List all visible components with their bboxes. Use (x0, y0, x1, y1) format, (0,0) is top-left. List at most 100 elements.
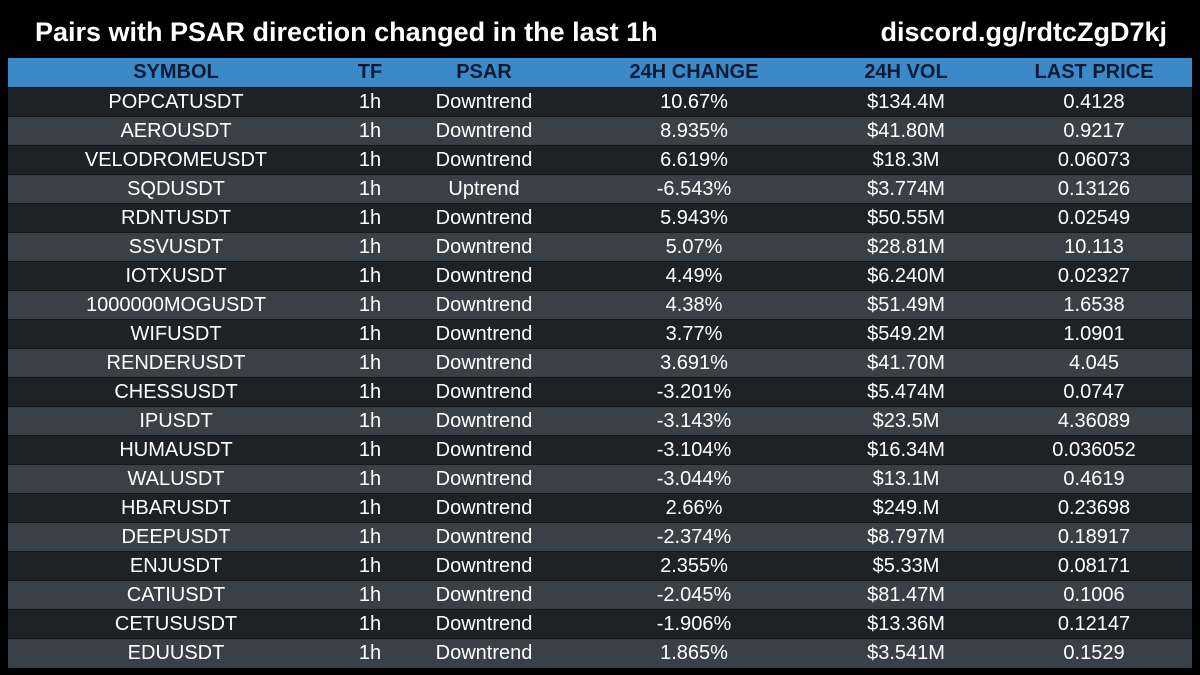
change-cell: 2.355% (660, 555, 728, 577)
tf-cell: 1h (358, 265, 382, 287)
change-cell: 4.49% (665, 265, 723, 287)
table-row[interactable]: IOTXUSDT 1h Downtrend 4.49% $6.240M 0.02327 (8, 261, 1192, 291)
table-row[interactable]: WIFUSDT 1h Downtrend 3.77% $549.2M 1.0901 (8, 319, 1192, 349)
table-row[interactable]: IPUSDT 1h Downtrend -3.143% $23.5M 4.36089 (8, 406, 1192, 436)
tf-cell: 1h (358, 236, 382, 258)
change-cell: 8.935% (660, 120, 728, 142)
table-row[interactable]: AEROUSDT 1h Downtrend 8.935% $41.80M 0.9217 (8, 116, 1192, 146)
tf-cell: 1h (358, 381, 382, 403)
change-cell: -3.143% (656, 410, 732, 432)
column-header-24h-vol[interactable]: 24H VOL (864, 61, 948, 83)
page-header: Pairs with PSAR direction changed in the… (0, 0, 1200, 58)
price-cell: 0.1006 (1063, 584, 1125, 606)
table-body: POPCATUSDT 1h Downtrend 10.67% $134.4M 0.4128… (8, 87, 1192, 668)
column-header-last-price[interactable]: LAST PRICE (1034, 61, 1154, 83)
table-row[interactable]: HUMAUSDT 1h Downtrend -3.104% $16.34M 0.03605… (8, 435, 1192, 465)
symbol-cell: RDNTUSDT (121, 207, 231, 229)
price-cell: 0.06073 (1057, 149, 1131, 171)
psar-cell: Downtrend (435, 120, 533, 142)
symbol-cell: IOTXUSDT (125, 265, 227, 287)
price-cell: 4.36089 (1057, 410, 1131, 432)
price-cell: 0.02549 (1057, 207, 1131, 229)
table-row[interactable]: SQDUSDT 1h Uptrend -6.543% $3.774M 0.13126 (8, 174, 1192, 204)
tf-cell: 1h (358, 468, 382, 490)
tf-cell: 1h (358, 294, 382, 316)
table-row[interactable]: ENJUSDT 1h Downtrend 2.355% $5.33M 0.08171 (8, 551, 1192, 581)
tf-cell: 1h (358, 526, 382, 548)
price-cell: 1.0901 (1063, 323, 1125, 345)
volume-cell: $18.3M (872, 149, 940, 171)
symbol-cell: RENDERUSDT (106, 352, 246, 374)
table-row[interactable]: VELODROMEUSDT 1h Downtrend 6.619% $18.3M 0.06… (8, 145, 1192, 175)
tf-cell: 1h (358, 323, 382, 345)
volume-cell: $549.2M (867, 323, 945, 345)
price-cell: 0.036052 (1052, 439, 1136, 461)
price-cell: 0.23698 (1057, 497, 1131, 519)
change-cell: -3.104% (656, 439, 732, 461)
price-cell: 0.13126 (1057, 178, 1131, 200)
symbol-cell: CHESSUSDT (114, 381, 238, 403)
psar-cell: Downtrend (435, 555, 533, 577)
volume-cell: $5.474M (867, 381, 945, 403)
table-row[interactable]: WALUSDT 1h Downtrend -3.044% $13.1M 0.4619 (8, 464, 1192, 494)
price-cell: 0.9217 (1063, 120, 1125, 142)
tf-cell: 1h (358, 120, 382, 142)
symbol-cell: ENJUSDT (129, 555, 223, 577)
psar-cell: Downtrend (435, 642, 533, 665)
symbol-cell: HUMAUSDT (119, 439, 233, 461)
table-row[interactable]: POPCATUSDT 1h Downtrend 10.67% $134.4M 0.4128 (8, 87, 1192, 117)
volume-cell: $13.36M (867, 613, 945, 635)
change-cell: -6.543% (656, 178, 732, 200)
change-cell: 1.865% (660, 642, 728, 665)
table-row[interactable]: RENDERUSDT 1h Downtrend 3.691% $41.70M 4.045 (8, 348, 1192, 378)
tf-cell: 1h (358, 439, 382, 461)
table-header: SYMBOL TF PSAR 24H CHANGE 24H VOL LAST P… (8, 58, 1192, 88)
column-header-symbol[interactable]: SYMBOL (133, 61, 219, 83)
symbol-cell: SQDUSDT (127, 178, 225, 200)
change-cell: -2.045% (656, 584, 732, 606)
column-header-psar[interactable]: PSAR (456, 61, 512, 83)
column-header-24h-change[interactable]: 24H CHANGE (629, 61, 759, 83)
change-cell: 5.07% (665, 236, 723, 258)
psar-cell: Downtrend (435, 149, 533, 171)
symbol-cell: SSVUSDT (128, 236, 224, 258)
table-row[interactable]: HBARUSDT 1h Downtrend 2.66% $249.M 0.23698 (8, 493, 1192, 523)
price-cell: 0.02327 (1057, 265, 1131, 287)
table-row[interactable]: 1000000MOGUSDT 1h Downtrend 4.38% $51.49M 1.6… (8, 290, 1192, 320)
volume-cell: $50.55M (867, 207, 945, 229)
psar-cell: Downtrend (435, 584, 533, 606)
table-row[interactable]: DEEPUSDT 1h Downtrend -2.374% $8.797M 0.18917 (8, 522, 1192, 552)
tf-cell: 1h (358, 613, 382, 635)
price-cell: 4.045 (1068, 352, 1120, 374)
price-cell: 0.1529 (1063, 642, 1125, 665)
table-row[interactable]: RDNTUSDT 1h Downtrend 5.943% $50.55M 0.02549 (8, 203, 1192, 233)
change-cell: 10.67% (660, 91, 728, 113)
volume-cell: $51.49M (867, 294, 945, 316)
symbol-cell: DEEPUSDT (121, 526, 231, 548)
discord-link[interactable]: discord.gg/rdtcZgD7kj (880, 17, 1167, 47)
psar-cell: Downtrend (435, 236, 533, 258)
table-header-row: SYMBOL TF PSAR 24H CHANGE 24H VOL LAST P… (8, 58, 1192, 88)
volume-cell: $16.34M (867, 439, 945, 461)
table-row[interactable]: SSVUSDT 1h Downtrend 5.07% $28.81M 10.113 (8, 232, 1192, 262)
volume-cell: $23.5M (872, 410, 940, 432)
change-cell: -3.201% (656, 381, 732, 403)
psar-cell: Downtrend (435, 294, 533, 316)
volume-cell: $3.541M (867, 642, 945, 665)
table-row[interactable]: EDUUSDT 1h Downtrend 1.865% $3.541M 0.1529 (8, 638, 1192, 668)
psar-pairs-table: SYMBOL TF PSAR 24H CHANGE 24H VOL LAST P… (8, 58, 1192, 668)
price-cell: 0.08171 (1057, 555, 1131, 577)
tf-cell: 1h (358, 178, 382, 200)
psar-cell: Downtrend (435, 613, 533, 635)
symbol-cell: AEROUSDT (120, 120, 232, 142)
volume-cell: $8.797M (867, 526, 945, 548)
volume-cell: $28.81M (867, 236, 945, 258)
table-row[interactable]: CATIUSDT 1h Downtrend -2.045% $81.47M 0.1006 (8, 580, 1192, 610)
volume-cell: $41.80M (867, 120, 945, 142)
table-row[interactable]: CHESSUSDT 1h Downtrend -3.201% $5.474M 0.0747 (8, 377, 1192, 407)
psar-cell: Downtrend (435, 497, 533, 519)
table-row[interactable]: CETUSUSDT 1h Downtrend -1.906% $13.36M 0.1214… (8, 609, 1192, 639)
tf-cell: 1h (358, 642, 382, 665)
volume-cell: $6.240M (867, 265, 945, 287)
column-header-tf[interactable]: TF (357, 61, 383, 83)
